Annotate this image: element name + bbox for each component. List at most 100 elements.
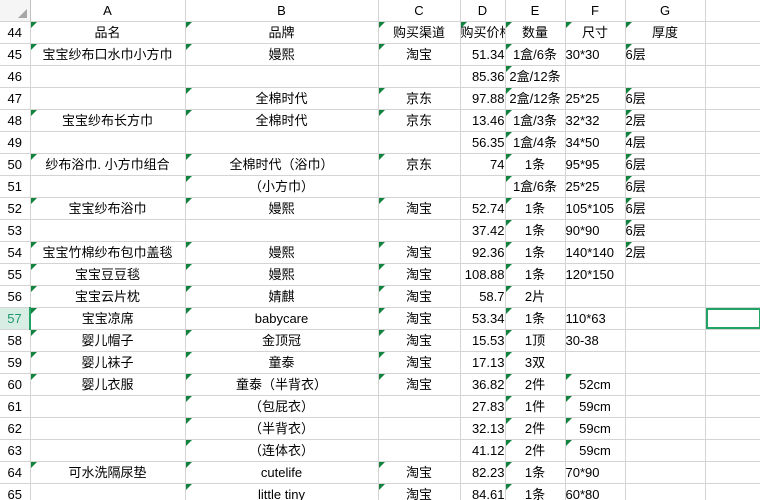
row-header[interactable]: 51 xyxy=(0,175,31,198)
cell-h[interactable] xyxy=(705,373,760,396)
table-row[interactable]: 44品名品牌购买渠道购买价格数量尺寸厚度 xyxy=(0,21,760,44)
cell-channel[interactable]: 淘宝 xyxy=(378,43,461,66)
cell-channel[interactable]: 淘宝 xyxy=(378,197,461,220)
cell-size[interactable] xyxy=(565,65,626,88)
table-row[interactable]: 54 宝宝竹棉纱布包巾盖毯 嫚熙 淘宝 92.36 1条 140*140 2层 xyxy=(0,241,760,264)
cell-h[interactable] xyxy=(705,87,760,110)
row-header[interactable]: 56 xyxy=(0,285,31,308)
cell-price[interactable]: 53.34 xyxy=(460,307,506,330)
row-header[interactable]: 53 xyxy=(0,219,31,242)
cell-quantity[interactable]: 1顶 xyxy=(505,329,566,352)
cell-quantity[interactable]: 1条 xyxy=(505,153,566,176)
cell-quantity[interactable]: 2盒/12条 xyxy=(505,65,566,88)
cell-thickness[interactable] xyxy=(625,65,706,88)
cell-size[interactable]: 105*105 xyxy=(565,197,626,220)
cell-price[interactable]: 97.88 xyxy=(460,87,506,110)
cell-quantity[interactable]: 2片 xyxy=(505,285,566,308)
table-row[interactable]: 53 37.42 1条 90*90 6层 xyxy=(0,219,760,242)
cell-price[interactable]: 51.34 xyxy=(460,43,506,66)
table-row[interactable]: 50 纱布浴巾. 小方巾组合 全棉时代（浴巾） 京东 74 1条 95*95 6层 xyxy=(0,153,760,176)
table-row[interactable]: 51 （小方巾） 1盒/6条 25*25 6层 xyxy=(0,175,760,198)
table-row[interactable]: 58 婴儿帽子 金顶冠 淘宝 15.53 1顶 30-38 xyxy=(0,329,760,352)
cell-quantity[interactable]: 1条 xyxy=(505,197,566,220)
cell-channel[interactable] xyxy=(378,417,461,440)
cell-price[interactable]: 58.7 xyxy=(460,285,506,308)
cell-brand[interactable]: 童泰（半背衣） xyxy=(185,373,379,396)
cell-price[interactable]: 36.82 xyxy=(460,373,506,396)
cell-h-title[interactable] xyxy=(705,21,760,44)
column-header-h[interactable] xyxy=(705,0,760,22)
cell-size[interactable]: 30*30 xyxy=(565,43,626,66)
cell-brand[interactable]: 嫚熙 xyxy=(185,43,379,66)
cell-thickness[interactable]: 6层 xyxy=(625,87,706,110)
cell-price[interactable]: 85.36 xyxy=(460,65,506,88)
cell-price[interactable]: 13.46 xyxy=(460,109,506,132)
cell-brand[interactable]: 嫚熙 xyxy=(185,263,379,286)
cell-price[interactable] xyxy=(460,175,506,198)
cell-brand[interactable] xyxy=(185,131,379,154)
column-header-b[interactable]: B xyxy=(185,0,379,22)
cell-price[interactable]: 27.83 xyxy=(460,395,506,418)
cell-size[interactable]: 110*63 xyxy=(565,307,626,330)
cell-product-name[interactable]: 婴儿衣服 xyxy=(30,373,186,396)
cell-h[interactable] xyxy=(705,439,760,462)
cell-thickness[interactable]: 2层 xyxy=(625,241,706,264)
cell-price[interactable]: 74 xyxy=(460,153,506,176)
select-all-corner[interactable] xyxy=(0,0,31,22)
cell-product-name[interactable] xyxy=(30,483,186,500)
cell-brand[interactable]: 全棉时代 xyxy=(185,87,379,110)
cell-thickness[interactable]: 6层 xyxy=(625,197,706,220)
row-header[interactable]: 52 xyxy=(0,197,31,220)
cell-price[interactable]: 32.13 xyxy=(460,417,506,440)
cell-price[interactable]: 15.53 xyxy=(460,329,506,352)
cell-size[interactable]: 140*140 xyxy=(565,241,626,264)
cell-brand[interactable] xyxy=(185,65,379,88)
cell-brand[interactable]: 全棉时代 xyxy=(185,109,379,132)
cell-size[interactable] xyxy=(565,351,626,374)
row-header[interactable]: 61 xyxy=(0,395,31,418)
cell-thickness[interactable] xyxy=(625,461,706,484)
table-row[interactable]: 62 （半背衣） 32.13 2件 59cm xyxy=(0,417,760,440)
cell-size[interactable]: 60*80 xyxy=(565,483,626,500)
cell-quantity[interactable]: 1条 xyxy=(505,483,566,500)
cell-product-name[interactable]: 宝宝纱布长方巾 xyxy=(30,109,186,132)
cell-product-name[interactable]: 宝宝竹棉纱布包巾盖毯 xyxy=(30,241,186,264)
cell-size[interactable]: 59cm xyxy=(565,439,626,462)
cell-quantity[interactable]: 1盒/6条 xyxy=(505,175,566,198)
row-header[interactable]: 48 xyxy=(0,109,31,132)
cell-h[interactable] xyxy=(705,65,760,88)
cell-channel[interactable]: 淘宝 xyxy=(378,351,461,374)
cell-f-title[interactable]: 尺寸 xyxy=(565,21,626,44)
cell-product-name[interactable]: 可水洗隔尿垫 xyxy=(30,461,186,484)
row-header[interactable]: 44 xyxy=(0,21,31,44)
cell-thickness[interactable]: 6层 xyxy=(625,153,706,176)
cell-quantity[interactable]: 1盒/3条 xyxy=(505,109,566,132)
row-header[interactable]: 45 xyxy=(0,43,31,66)
row-header[interactable]: 62 xyxy=(0,417,31,440)
cell-thickness[interactable] xyxy=(625,483,706,500)
cell-h[interactable] xyxy=(705,263,760,286)
cell-product-name[interactable] xyxy=(30,417,186,440)
cell-size[interactable]: 59cm xyxy=(565,395,626,418)
cell-product-name[interactable] xyxy=(30,439,186,462)
cell-price[interactable]: 92.36 xyxy=(460,241,506,264)
cell-thickness[interactable]: 6层 xyxy=(625,43,706,66)
row-header[interactable]: 63 xyxy=(0,439,31,462)
cell-channel[interactable]: 淘宝 xyxy=(378,483,461,500)
cell-quantity[interactable]: 2件 xyxy=(505,439,566,462)
cell-brand[interactable]: 童泰 xyxy=(185,351,379,374)
cell-product-name[interactable] xyxy=(30,175,186,198)
cell-price[interactable]: 84.61 xyxy=(460,483,506,500)
cell-h[interactable] xyxy=(705,285,760,308)
cell-thickness[interactable] xyxy=(625,439,706,462)
cell-size[interactable]: 32*32 xyxy=(565,109,626,132)
cell-channel[interactable]: 淘宝 xyxy=(378,373,461,396)
cell-brand[interactable]: （包屁衣） xyxy=(185,395,379,418)
cell-d-title[interactable]: 购买价格 xyxy=(460,21,506,44)
cell-price[interactable]: 37.42 xyxy=(460,219,506,242)
row-header[interactable]: 50 xyxy=(0,153,31,176)
cell-product-name[interactable]: 婴儿帽子 xyxy=(30,329,186,352)
cell-h[interactable] xyxy=(705,329,760,352)
sheet-body[interactable]: 44品名品牌购买渠道购买价格数量尺寸厚度45宝宝纱布口水巾小方巾嫚熙淘宝51.3… xyxy=(0,21,760,500)
